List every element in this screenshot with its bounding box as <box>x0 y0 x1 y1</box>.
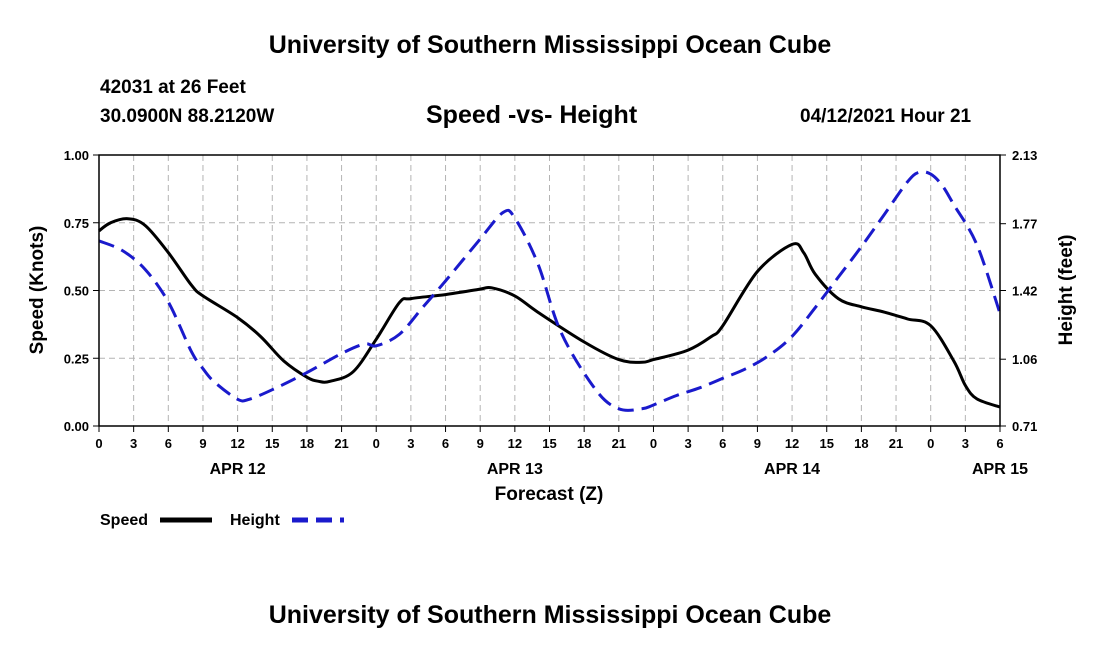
y-left-tick-label: 0.50 <box>64 284 89 299</box>
y-right-tick-label: 1.77 <box>1012 217 1037 232</box>
x-tick-label: 6 <box>996 436 1003 451</box>
series-line-speed <box>98 217 1001 409</box>
x-tick-label: 3 <box>962 436 969 451</box>
y-left-tick-label: 1.00 <box>64 148 89 163</box>
x-tick-label: 3 <box>130 436 137 451</box>
forecast-datetime: 04/12/2021 Hour 21 <box>800 106 972 127</box>
x-tick-label: 0 <box>95 436 102 451</box>
station-label: 42031 at 26 Feet <box>100 77 246 98</box>
x-tick-label: 9 <box>754 436 761 451</box>
x-tick-label: 18 <box>577 436 591 451</box>
x-tick-label: 12 <box>508 436 522 451</box>
x-tick-label: 3 <box>407 436 414 451</box>
coordinates-label: 30.0900N 88.2120W <box>100 106 275 127</box>
y-left-tick-label: 0.25 <box>64 351 89 366</box>
page-title: University of Southern Mississippi Ocean… <box>268 31 832 59</box>
x-tick-label: 15 <box>819 436 833 451</box>
y-right-tick-label: 1.06 <box>1012 352 1037 367</box>
x-tick-label: 9 <box>477 436 484 451</box>
x-tick-label: 15 <box>542 436 556 451</box>
x-tick-label: 18 <box>300 436 314 451</box>
x-tick-label: 18 <box>854 436 868 451</box>
date-label: APR 15 <box>972 461 1028 478</box>
x-tick-label: 15 <box>265 436 279 451</box>
y-axis-label-left: Speed (Knots) <box>27 226 48 355</box>
x-tick-label: 6 <box>165 436 172 451</box>
legend-label-height: Height <box>230 512 280 529</box>
y-axis-label-right: Height (feet) <box>1056 235 1077 346</box>
x-tick-label: 21 <box>334 436 348 451</box>
x-tick-label: 0 <box>927 436 934 451</box>
series-line-height <box>98 170 1002 412</box>
x-tick-label: 21 <box>612 436 626 451</box>
footer-title: University of Southern Mississippi Ocean… <box>268 601 832 629</box>
y-right-tick-label: 1.42 <box>1012 284 1037 299</box>
x-tick-label: 12 <box>785 436 799 451</box>
x-tick-label: 21 <box>889 436 903 451</box>
date-label: APR 12 <box>210 461 266 478</box>
date-label: APR 13 <box>487 461 543 478</box>
y-right-tick-label: 2.13 <box>1012 148 1037 163</box>
x-tick-label: 0 <box>650 436 657 451</box>
y-left-tick-label: 0.75 <box>64 216 89 231</box>
x-tick-label: 6 <box>442 436 449 451</box>
x-axis-label: Forecast (Z) <box>495 484 604 505</box>
date-label: APR 14 <box>764 461 820 478</box>
y-left-tick-label: 0.00 <box>64 419 89 434</box>
legend-label-speed: Speed <box>100 512 148 529</box>
y-right-tick-label: 0.71 <box>1012 419 1037 434</box>
x-tick-label: 9 <box>199 436 206 451</box>
x-tick-label: 12 <box>230 436 244 451</box>
x-tick-label: 3 <box>684 436 691 451</box>
x-tick-label: 0 <box>373 436 380 451</box>
x-tick-label: 6 <box>719 436 726 451</box>
chart-title: Speed -vs- Height <box>426 101 638 129</box>
